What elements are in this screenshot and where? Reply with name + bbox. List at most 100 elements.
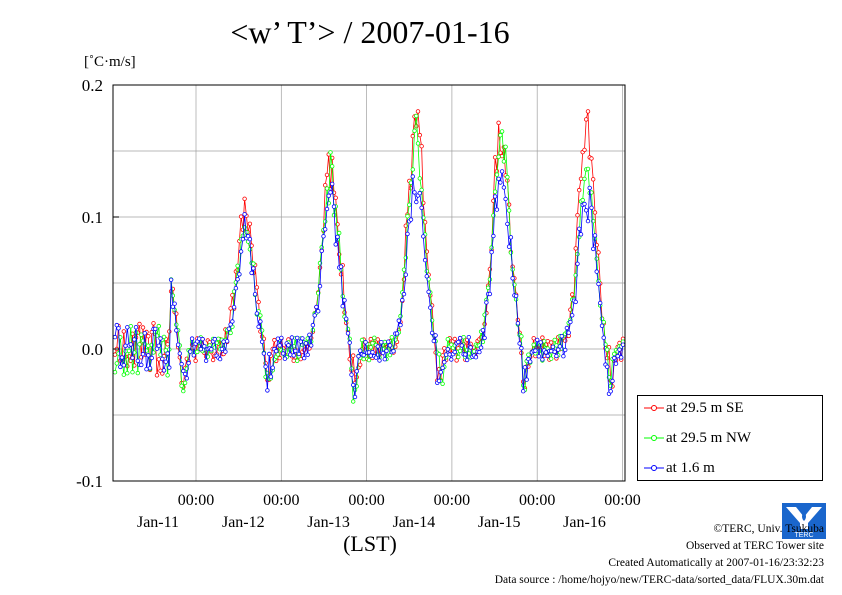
data-point-1 [275, 352, 281, 357]
data-point-2 [267, 351, 272, 357]
data-point-2 [505, 221, 510, 227]
data-point-0 [351, 353, 356, 358]
data-point-1 [501, 159, 507, 164]
data-point-2 [184, 376, 189, 381]
data-point-2 [550, 344, 556, 349]
data-point-1 [146, 343, 151, 348]
data-point-2 [186, 360, 191, 366]
data-point-1 [235, 263, 240, 268]
data-point-2 [291, 353, 296, 358]
data-point-0 [549, 340, 554, 345]
data-point-2 [268, 374, 274, 379]
data-point-1 [403, 255, 408, 260]
data-point-2 [221, 339, 226, 344]
terc-logo-icon: TERC [782, 503, 826, 539]
data-point-1 [552, 337, 557, 343]
data-point-2 [352, 394, 358, 400]
data-point-2 [545, 353, 550, 359]
data-point-2 [419, 205, 424, 210]
data-point-2 [379, 340, 384, 345]
data-point-0 [272, 337, 277, 343]
data-point-2 [314, 304, 319, 310]
data-point-1 [370, 341, 375, 346]
data-point-1 [165, 373, 170, 378]
data-point-2 [582, 201, 587, 207]
data-point-1 [216, 336, 221, 341]
data-point-2 [438, 370, 443, 375]
data-point-2 [380, 350, 386, 356]
data-point-2 [489, 249, 494, 255]
data-point-2 [612, 355, 617, 361]
data-point-2 [312, 313, 317, 318]
data-point-2 [305, 352, 310, 357]
data-point-0 [577, 187, 582, 193]
data-point-2 [316, 309, 321, 314]
data-point-1 [258, 313, 263, 318]
source-text: Data source : /home/hojyo/new/TERC-data/… [494, 574, 824, 586]
data-point-2 [144, 367, 149, 372]
data-point-1 [487, 277, 493, 282]
credits-block: ©TERC, Univ. Tsukuba Observed at TERC To… [495, 521, 824, 589]
data-point-0 [589, 156, 594, 161]
data-point-0 [151, 321, 156, 326]
legend-marker-nw [644, 435, 664, 441]
data-point-2 [619, 355, 624, 360]
data-point-1 [519, 334, 524, 339]
data-point-2 [146, 353, 151, 358]
data-point-2 [242, 212, 247, 217]
data-point-1 [531, 342, 536, 347]
data-point-2 [503, 196, 508, 202]
data-point-0 [291, 358, 296, 363]
data-point-2 [112, 334, 118, 340]
data-point-0 [482, 321, 487, 327]
data-point-2 [288, 352, 293, 357]
data-point-2 [554, 353, 559, 359]
data-point-1 [125, 371, 130, 376]
data-point-2 [147, 366, 153, 371]
data-point-2 [175, 342, 181, 347]
data-point-2 [125, 325, 130, 330]
data-point-2 [494, 207, 500, 212]
data-point-2 [191, 353, 196, 358]
data-point-0 [256, 299, 261, 305]
data-point-1 [485, 285, 491, 290]
data-point-2 [251, 266, 256, 271]
data-point-2 [203, 358, 209, 363]
data-point-1 [247, 247, 253, 252]
data-point-0 [167, 329, 172, 334]
data-point-1 [401, 267, 407, 272]
data-point-2 [410, 174, 415, 179]
x-tick-date: Jan-16 [563, 514, 606, 531]
data-point-0 [277, 355, 282, 361]
data-point-0 [440, 353, 445, 358]
legend-marker-se [644, 405, 664, 411]
data-point-2 [508, 235, 514, 240]
data-point-2 [133, 325, 139, 330]
x-tick-time: 00:00 [263, 492, 299, 509]
x-tick-date: Jan-13 [307, 514, 350, 531]
data-point-2 [333, 242, 338, 247]
data-point-2 [513, 293, 519, 299]
data-point-2 [235, 277, 240, 282]
data-point-1 [542, 339, 547, 344]
data-point-0 [358, 362, 363, 367]
data-point-1 [471, 349, 477, 354]
y-tick-label: 0.1 [82, 208, 103, 227]
data-point-2 [130, 355, 135, 360]
data-point-2 [563, 347, 568, 353]
data-point-2 [119, 355, 125, 360]
legend-marker-low [644, 465, 664, 471]
data-point-2 [338, 264, 344, 269]
data-point-2 [156, 343, 161, 348]
x-tick-time: 00:00 [348, 492, 384, 509]
data-point-2 [521, 389, 526, 394]
data-point-2 [426, 289, 431, 294]
data-point-2 [587, 185, 592, 191]
data-point-2 [188, 349, 193, 354]
data-point-0 [156, 357, 161, 362]
x-tick-time: 00:00 [178, 492, 214, 509]
data-point-2 [310, 322, 316, 328]
data-point-1 [464, 347, 470, 353]
data-point-1 [440, 381, 445, 386]
data-point-1 [126, 348, 132, 354]
